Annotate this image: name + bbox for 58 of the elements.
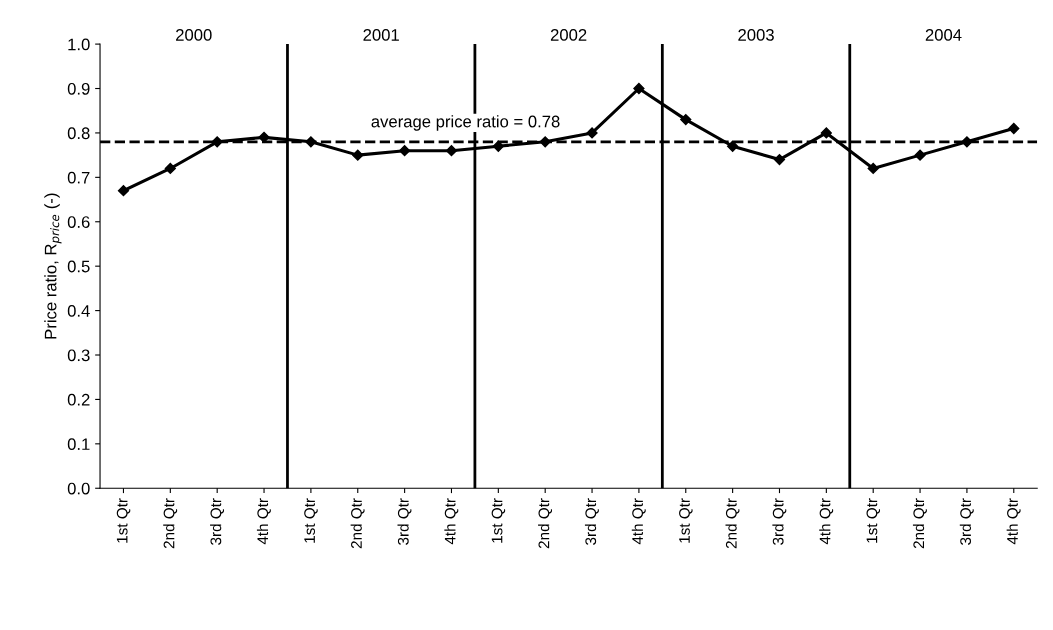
point bbox=[773, 153, 786, 166]
y-tick-label: 0.2 bbox=[67, 393, 90, 406]
point bbox=[445, 145, 458, 157]
point bbox=[539, 136, 551, 148]
point bbox=[867, 162, 879, 175]
y-tick-label: 0.4 bbox=[67, 304, 90, 317]
point bbox=[211, 136, 223, 148]
x-tick-label: 4th Qtr bbox=[631, 498, 646, 545]
x-tick-label: 3rd Qtr bbox=[584, 498, 599, 545]
text: 2004 bbox=[925, 29, 962, 41]
x-tick-label: 4th Qtr bbox=[1006, 498, 1021, 545]
x-tick-label: 2nd Qtr bbox=[912, 498, 927, 549]
x-tick-label: 2nd Qtr bbox=[538, 498, 553, 549]
y-tick-label: 0.8 bbox=[67, 127, 90, 140]
point bbox=[961, 136, 973, 148]
text: 2003 bbox=[738, 29, 774, 41]
y-axis-title: Price ratio, R$_{price}$ (-) bbox=[44, 193, 62, 339]
x-tick-label: 1st Qtr bbox=[491, 498, 506, 543]
y-tick-label: 0.7 bbox=[67, 171, 90, 184]
point bbox=[680, 114, 692, 126]
x-tick-label: 2nd Qtr bbox=[350, 498, 365, 549]
y-tick-label: 0.6 bbox=[67, 216, 90, 228]
y-tick-label: 0.9 bbox=[67, 82, 90, 95]
x-tick-label: 1st Qtr bbox=[116, 498, 131, 543]
x-tick-label: 2nd Qtr bbox=[725, 498, 740, 549]
ref-line-label: average price ratio = 0.78 bbox=[371, 115, 560, 131]
x-tick-label: 1st Qtr bbox=[304, 498, 318, 543]
x-tick-label: 2nd Qtr bbox=[163, 498, 178, 549]
x-tick-label: 4th Qtr bbox=[256, 498, 271, 545]
point bbox=[914, 149, 926, 161]
point bbox=[727, 140, 739, 152]
x-tick-label: 4th Qtr bbox=[819, 498, 834, 545]
point bbox=[1008, 122, 1020, 135]
x-tick-label: 3rd Qtr bbox=[772, 498, 787, 545]
x-tick-label: 4th Qtr bbox=[444, 498, 459, 545]
x-tick-label: 1st Qtr bbox=[866, 498, 881, 543]
y-tick-label: 0.5 bbox=[67, 260, 90, 273]
x-tick-label: 3rd Qtr bbox=[210, 498, 225, 545]
y-tick-label: 1.0 bbox=[68, 38, 90, 51]
point bbox=[258, 131, 270, 143]
point bbox=[492, 140, 504, 152]
text: 2000 bbox=[176, 29, 212, 41]
point bbox=[820, 127, 832, 139]
x-tick-label: 3rd Qtr bbox=[959, 498, 974, 545]
point bbox=[305, 136, 317, 148]
x-tick-label: 3rd Qtr bbox=[397, 498, 412, 545]
point bbox=[117, 185, 130, 197]
point bbox=[586, 127, 598, 139]
text: 2001 bbox=[363, 29, 399, 41]
point bbox=[164, 162, 176, 175]
point bbox=[399, 145, 411, 157]
y-tick-label: 0.0 bbox=[67, 482, 90, 495]
text: 2002 bbox=[550, 29, 587, 41]
point bbox=[352, 149, 364, 161]
y-tick-label: 0.3 bbox=[67, 349, 90, 362]
y-tick-label: 0.1 bbox=[67, 438, 90, 451]
x-tick-label: 1st Qtr bbox=[679, 498, 693, 543]
point bbox=[633, 82, 645, 95]
